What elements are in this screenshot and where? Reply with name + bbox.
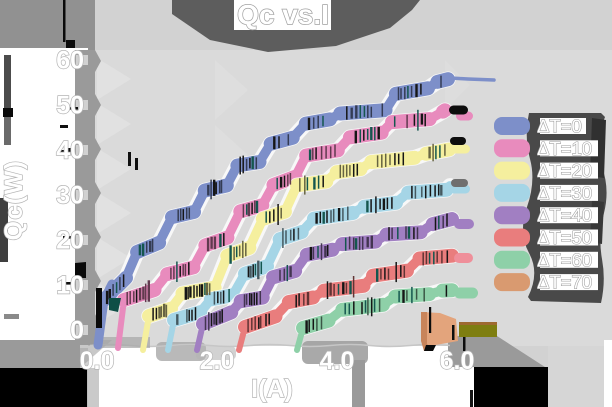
svg-text:6.0: 6.0	[440, 347, 475, 375]
svg-text:60: 60	[56, 47, 84, 75]
svg-text:ΔT=70: ΔT=70	[537, 272, 592, 293]
svg-text:Qc(W): Qc(W)	[0, 159, 28, 240]
svg-text:Qc vs.I: Qc vs.I	[237, 0, 329, 30]
svg-text:0.0: 0.0	[80, 347, 115, 375]
svg-text:ΔT=30: ΔT=30	[537, 182, 592, 203]
svg-text:10: 10	[56, 272, 84, 300]
svg-text:ΔT=50: ΔT=50	[537, 227, 592, 248]
svg-text:2.0: 2.0	[200, 347, 235, 375]
svg-text:ΔT=0: ΔT=0	[537, 116, 582, 137]
svg-text:ΔT=10: ΔT=10	[537, 138, 592, 159]
svg-text:ΔT=20: ΔT=20	[537, 160, 592, 181]
svg-text:30: 30	[56, 182, 84, 210]
svg-text:I(A): I(A)	[251, 375, 293, 403]
svg-text:50: 50	[56, 92, 84, 120]
svg-text:4.0: 4.0	[320, 347, 355, 375]
svg-text:40: 40	[56, 137, 84, 165]
svg-text:0: 0	[70, 317, 84, 345]
svg-text:ΔT=40: ΔT=40	[537, 205, 592, 226]
svg-text:20: 20	[56, 227, 84, 255]
svg-text:ΔT=60: ΔT=60	[537, 249, 592, 270]
